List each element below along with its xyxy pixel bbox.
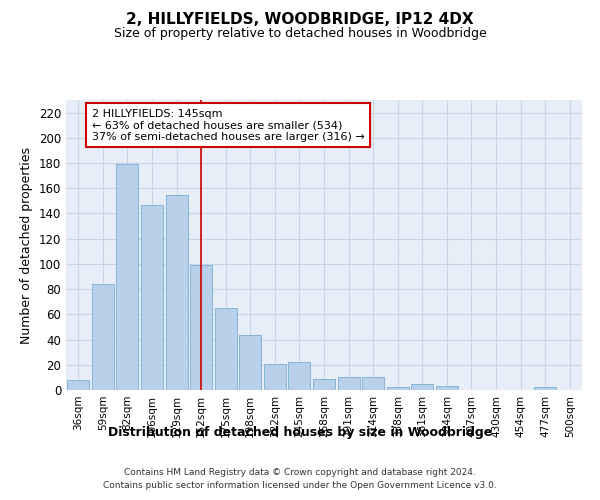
- Y-axis label: Number of detached properties: Number of detached properties: [20, 146, 33, 344]
- Bar: [141, 204, 163, 390]
- Bar: [289, 362, 310, 390]
- Bar: [338, 378, 359, 390]
- Text: Contains public sector information licensed under the Open Government Licence v3: Contains public sector information licen…: [103, 480, 497, 490]
- Bar: [436, 386, 458, 390]
- Bar: [116, 164, 139, 390]
- Text: Size of property relative to detached houses in Woodbridge: Size of property relative to detached ho…: [113, 28, 487, 40]
- Bar: [313, 378, 335, 390]
- Bar: [166, 194, 188, 390]
- Bar: [92, 284, 114, 390]
- Bar: [215, 308, 237, 390]
- Bar: [190, 265, 212, 390]
- Text: Distribution of detached houses by size in Woodbridge: Distribution of detached houses by size …: [108, 426, 492, 439]
- Text: 2, HILLYFIELDS, WOODBRIDGE, IP12 4DX: 2, HILLYFIELDS, WOODBRIDGE, IP12 4DX: [126, 12, 474, 28]
- Bar: [534, 388, 556, 390]
- Bar: [362, 378, 384, 390]
- Text: 2 HILLYFIELDS: 145sqm
← 63% of detached houses are smaller (534)
37% of semi-det: 2 HILLYFIELDS: 145sqm ← 63% of detached …: [92, 108, 365, 142]
- Bar: [386, 388, 409, 390]
- Bar: [264, 364, 286, 390]
- Text: Contains HM Land Registry data © Crown copyright and database right 2024.: Contains HM Land Registry data © Crown c…: [124, 468, 476, 477]
- Bar: [239, 334, 262, 390]
- Bar: [67, 380, 89, 390]
- Bar: [411, 384, 433, 390]
